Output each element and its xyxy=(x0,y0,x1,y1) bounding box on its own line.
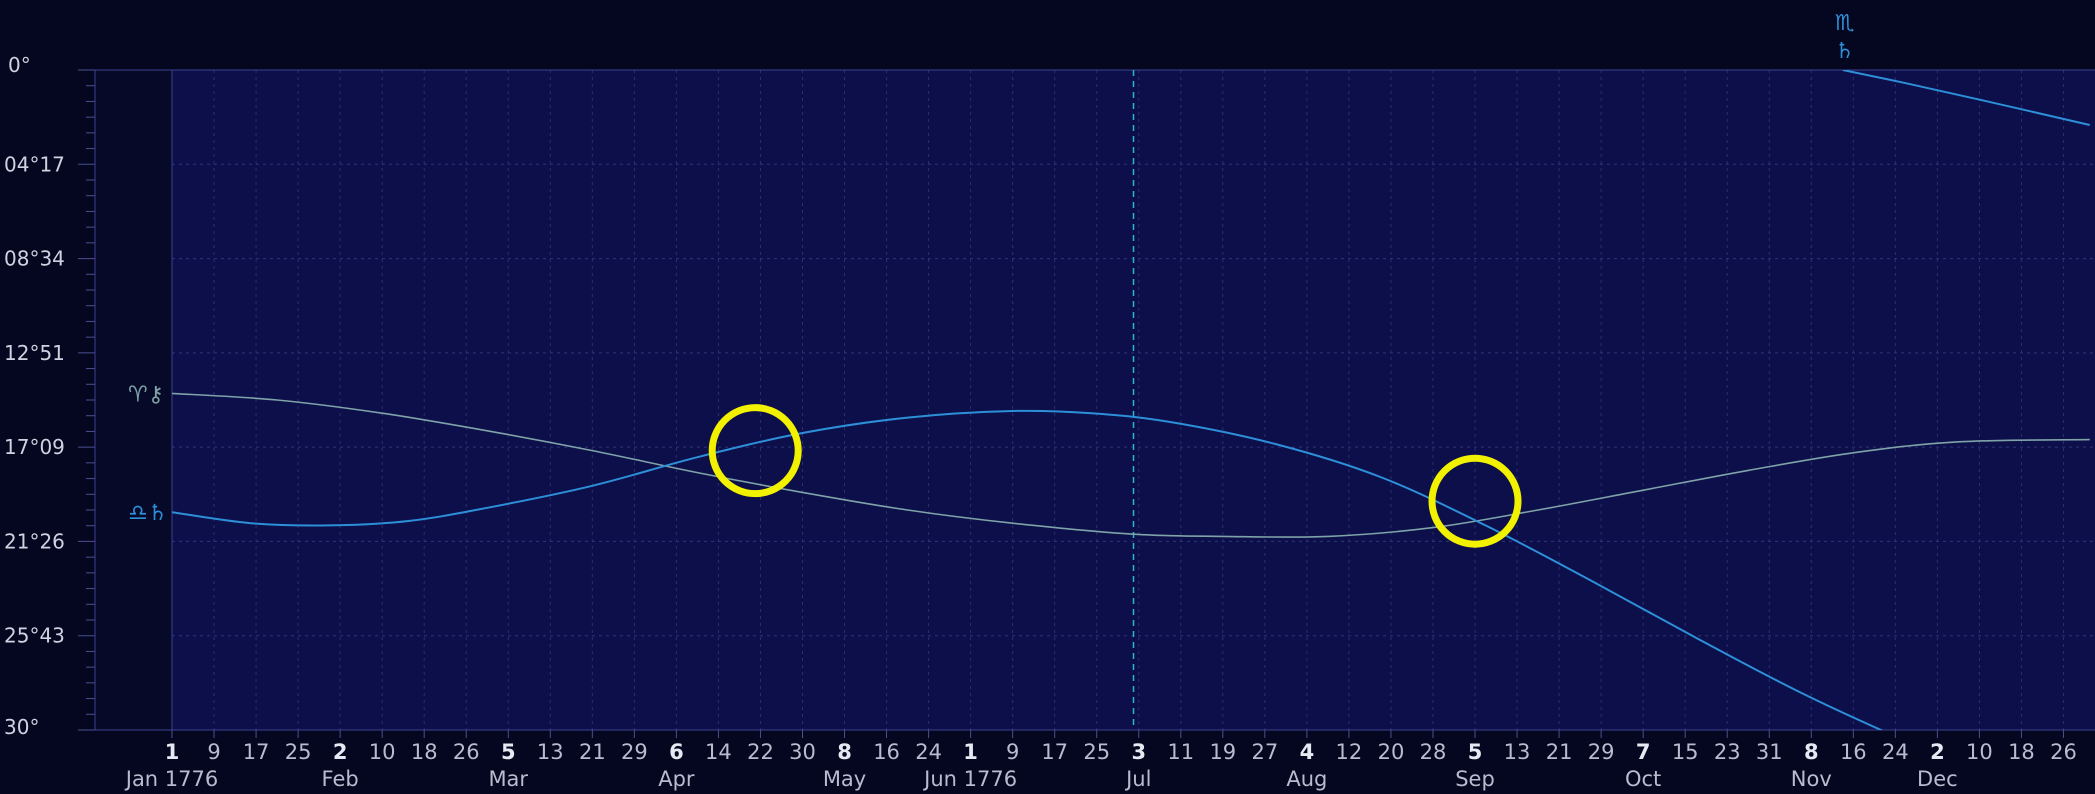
x-day-label: 13 xyxy=(1504,740,1531,764)
x-day-label: 13 xyxy=(537,740,564,764)
x-month-label: Aug xyxy=(1286,767,1327,791)
y-tick-label: 0° xyxy=(8,53,31,77)
x-day-label: 29 xyxy=(1588,740,1615,764)
x-month-label: Jul xyxy=(1124,767,1151,791)
x-axis: 1 9 17 25 2 10 18 26 5 13 21 29 6 14 22 30 8 16 24 1 9 17 25 3 1… xyxy=(124,730,2077,791)
x-day-label: 18 xyxy=(411,740,438,764)
x-day-label: 27 xyxy=(1251,740,1278,764)
left-margin-band xyxy=(95,70,172,730)
x-month-label: Feb xyxy=(322,767,359,791)
x-day-label: 18 xyxy=(2008,740,2035,764)
y-tick-label: 30° xyxy=(4,715,39,739)
x-day-label: 21 xyxy=(579,740,606,764)
x-day-label: 23 xyxy=(1714,740,1741,764)
series-glyph-label: ♎♄ xyxy=(128,501,167,526)
series-glyph-label: ♏ xyxy=(1835,11,1855,36)
x-day-label: 25 xyxy=(285,740,312,764)
x-day-label: 17 xyxy=(243,740,270,764)
series-line xyxy=(172,392,2090,538)
x-day-label: 25 xyxy=(1083,740,1110,764)
crossing-highlight-circle xyxy=(1428,454,1522,548)
series-lines: ♈⚷ ♎♄ ♏ ♄ xyxy=(128,11,2090,730)
y-tick-label: 12°51 xyxy=(4,341,65,365)
x-day-label: 15 xyxy=(1672,740,1699,764)
series-line xyxy=(1842,70,2090,126)
x-month-label: Jan 1776 xyxy=(124,767,219,791)
x-day-label: 24 xyxy=(1882,740,1909,764)
y-tick-label: 08°34 xyxy=(4,247,65,271)
x-day-label: 19 xyxy=(1209,740,1236,764)
x-day-label: 28 xyxy=(1420,740,1447,764)
x-month-label: Oct xyxy=(1625,767,1661,791)
x-month-label: Mar xyxy=(488,767,528,791)
x-day-label: 2 xyxy=(1930,740,1945,764)
x-day-label: 1 xyxy=(165,740,180,764)
x-day-label: 10 xyxy=(1966,740,1993,764)
x-day-label: 4 xyxy=(1300,740,1315,764)
x-month-label: Apr xyxy=(658,767,695,791)
x-day-label: 9 xyxy=(1006,740,1019,764)
x-day-label: 10 xyxy=(369,740,396,764)
x-day-label: 5 xyxy=(501,740,516,764)
x-day-label: 16 xyxy=(1840,740,1867,764)
y-tick-label: 17°09 xyxy=(4,435,65,459)
x-day-label: 8 xyxy=(837,740,852,764)
x-day-label: 12 xyxy=(1336,740,1363,764)
x-month-label: Dec xyxy=(1917,767,1958,791)
x-day-label: 9 xyxy=(207,740,220,764)
x-day-label: 24 xyxy=(915,740,942,764)
x-day-label: 11 xyxy=(1167,740,1194,764)
series-glyph-label: ♈⚷ xyxy=(128,382,164,407)
x-day-label: 20 xyxy=(1378,740,1405,764)
x-day-label: 26 xyxy=(2050,740,2077,764)
grid-lines xyxy=(94,69,2095,731)
x-day-label: 8 xyxy=(1804,740,1819,764)
y-tick-label: 25°43 xyxy=(4,624,65,648)
x-month-label: Jun 1776 xyxy=(922,767,1017,791)
x-day-label: 7 xyxy=(1636,740,1651,764)
x-day-label: 22 xyxy=(747,740,774,764)
x-day-label: 5 xyxy=(1468,740,1483,764)
x-month-label: Nov xyxy=(1791,767,1832,791)
x-day-label: 31 xyxy=(1756,740,1783,764)
x-day-label: 17 xyxy=(1041,740,1068,764)
x-day-label: 3 xyxy=(1131,740,1146,764)
x-day-label: 21 xyxy=(1546,740,1573,764)
highlight-marks xyxy=(708,404,1522,548)
x-month-label: Sep xyxy=(1455,767,1495,791)
x-day-label: 16 xyxy=(873,740,900,764)
crossing-highlight-circle xyxy=(708,404,802,498)
x-day-label: 6 xyxy=(669,740,684,764)
y-tick-label: 21°26 xyxy=(4,529,65,553)
series-line xyxy=(172,409,1884,730)
x-day-label: 29 xyxy=(621,740,648,764)
y-tick-label: 04°17 xyxy=(4,152,65,176)
y-axis: 0° 04°17 08°34 12°51 17°09 21°26 25°43 30° xyxy=(4,53,95,739)
x-day-label: 14 xyxy=(705,740,732,764)
x-day-label: 26 xyxy=(453,740,480,764)
x-day-label: 2 xyxy=(333,740,348,764)
x-day-label: 30 xyxy=(789,740,816,764)
series-glyph-label: ♄ xyxy=(1835,39,1855,64)
x-day-label: 1 xyxy=(963,740,978,764)
x-month-label: May xyxy=(823,767,866,791)
